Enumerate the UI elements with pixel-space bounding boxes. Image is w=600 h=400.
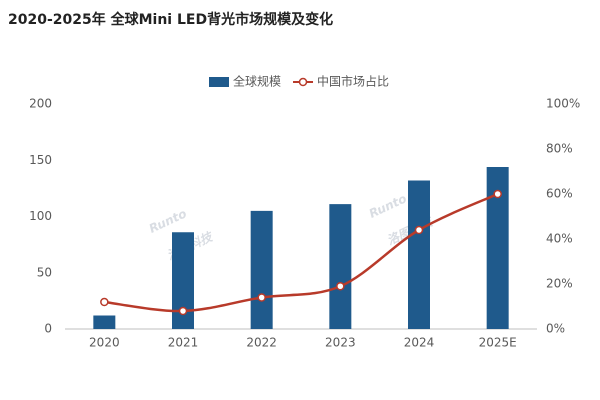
watermark: Runto [147,206,189,235]
watermark: Runto [367,191,409,220]
y2-tick-label: 20% [546,277,573,291]
line-marker [493,189,502,199]
bar [93,315,116,329]
line-marker [257,293,266,302]
legend-label: 全球规模 [233,74,281,89]
legend-swatch [209,77,229,87]
bar [408,180,430,329]
bar [172,232,194,329]
y-tick-label: 200 [29,97,52,111]
line-marker [178,306,188,316]
x-tick-label: 2024 [404,336,435,350]
y2-tick-label: 60% [546,187,573,201]
x-tick-label: 2023 [325,336,356,350]
y2-tick-label: 0% [546,322,565,336]
bar [486,167,509,329]
line-marker [336,282,345,291]
y-tick-label: 150 [29,153,52,167]
x-tick-label: 2020 [89,336,120,350]
x-tick-label: 2025E [479,336,517,350]
x-tick-label: 2021 [168,336,199,350]
y-tick-label: 0 [44,322,52,336]
x-tick-label: 2022 [246,336,277,350]
bar [250,210,273,329]
line-marker [100,297,109,307]
line [104,192,499,313]
y-tick-label: 50 [37,265,52,279]
line-marker [414,225,424,235]
y-tick-label: 100 [29,209,52,223]
chart-title: 2020-2025年 全球Mini LED背光市场规模及变化 [8,11,333,28]
legend-label: 中国市场占比 [317,74,389,89]
legend-swatch [298,77,308,87]
y2-tick-label: 40% [546,232,573,246]
y2-tick-label: 80% [546,142,573,156]
y2-tick-label: 100% [546,97,580,111]
bar [329,204,352,329]
